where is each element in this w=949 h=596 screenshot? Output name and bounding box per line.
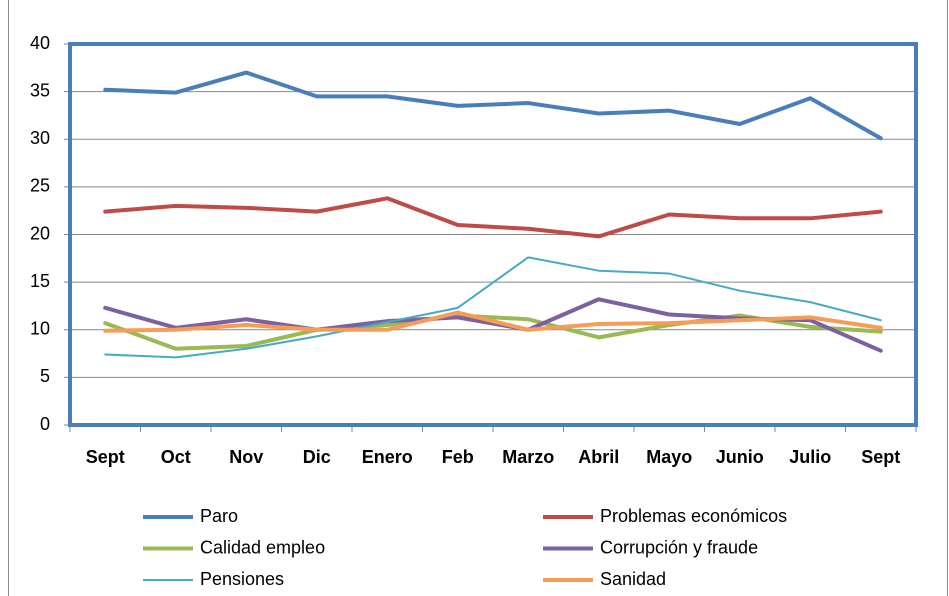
- y-tick-label: 30: [30, 128, 50, 148]
- legend-label: Corrupción y fraude: [600, 537, 758, 557]
- y-tick-label: 25: [30, 176, 50, 196]
- x-tick-label: Sept: [861, 447, 900, 467]
- y-tick-label: 5: [40, 366, 50, 386]
- x-tick-label: Feb: [442, 447, 474, 467]
- x-tick-label: Enero: [362, 447, 413, 467]
- y-tick-label: 20: [30, 223, 50, 243]
- x-tick-label: Marzo: [502, 447, 554, 467]
- plot-border: [68, 42, 918, 427]
- x-tick-label: Nov: [229, 447, 263, 467]
- legend-label: Problemas económicos: [600, 506, 787, 526]
- x-tick-label: Junio: [716, 447, 764, 467]
- x-tick-label: Julio: [789, 447, 831, 467]
- x-tick-label: Mayo: [646, 447, 692, 467]
- y-tick-label: 35: [30, 80, 50, 100]
- series-line: [103, 310, 883, 333]
- series-line: [103, 196, 883, 239]
- series-line: [103, 70, 883, 141]
- y-tick-label: 40: [30, 33, 50, 53]
- series-line: [104, 256, 882, 359]
- x-tick-label: Sept: [86, 447, 125, 467]
- legend-label: Calidad empleo: [200, 537, 325, 557]
- legend-label: Pensiones: [200, 569, 284, 589]
- y-tick-label: 0: [40, 414, 50, 434]
- x-tick-label: Abril: [578, 447, 619, 467]
- y-tick-label: 15: [30, 271, 50, 291]
- legend-label: Sanidad: [600, 569, 666, 589]
- legend-label: Paro: [200, 506, 238, 526]
- x-tick-label: Oct: [161, 447, 191, 467]
- y-tick-label: 10: [30, 319, 50, 339]
- chart-border: [8, 0, 948, 596]
- x-tick-label: Dic: [303, 447, 331, 467]
